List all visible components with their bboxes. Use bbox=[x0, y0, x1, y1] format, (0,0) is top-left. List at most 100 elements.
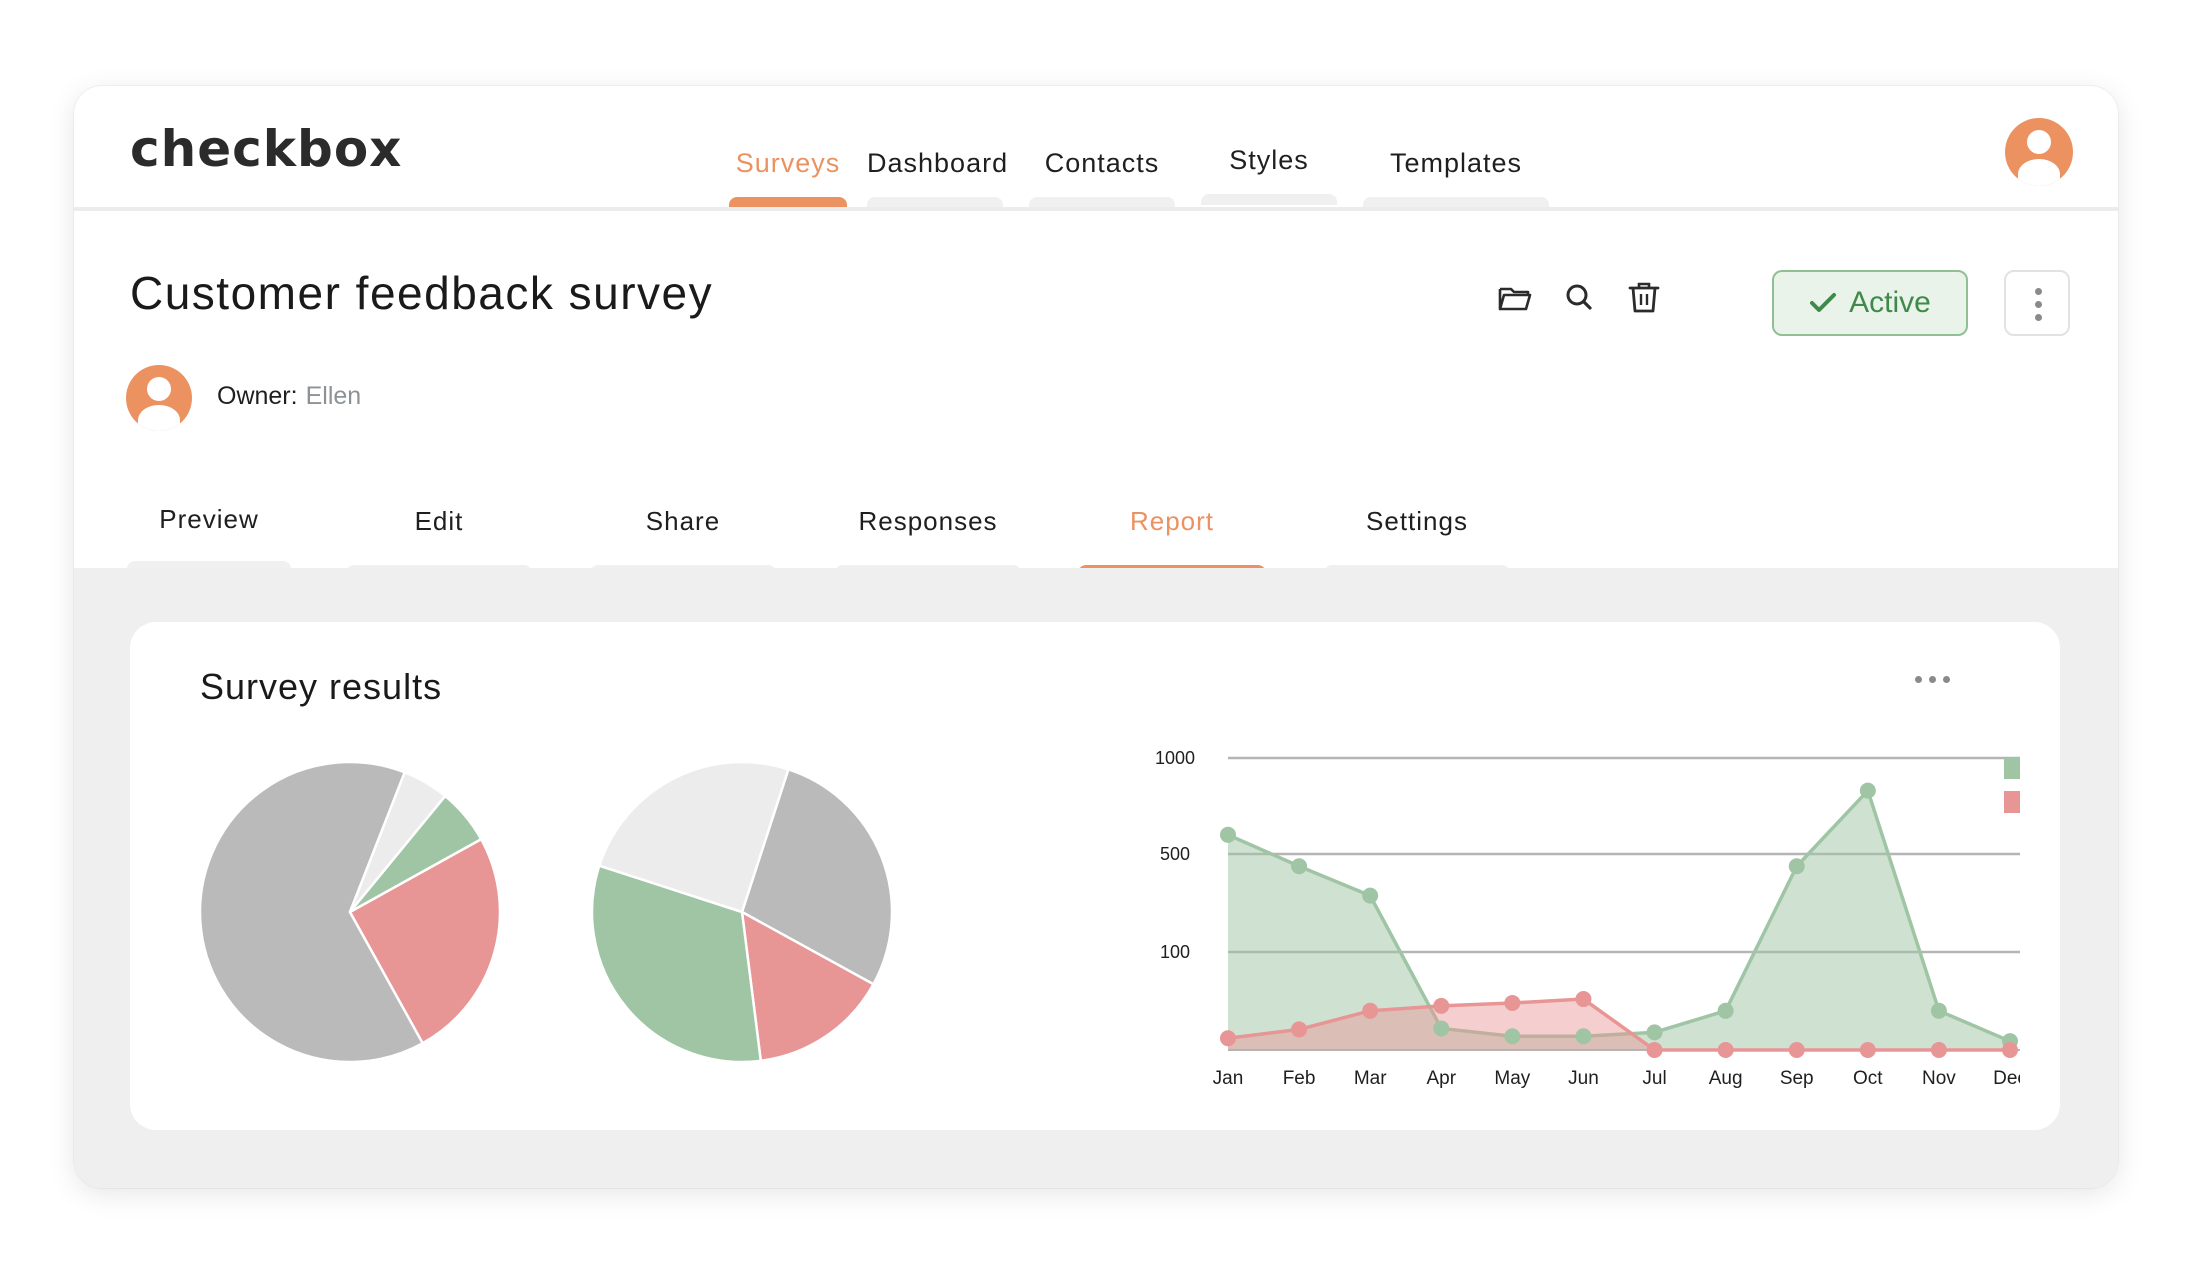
nav-tab-dashboard[interactable]: Dashboard bbox=[867, 148, 1007, 208]
nav-tab-label: Dashboard bbox=[867, 148, 1009, 178]
data-point-2025-Jul[interactable] bbox=[1646, 1024, 1663, 1041]
data-point-2025-May[interactable] bbox=[1504, 1028, 1521, 1045]
x-tick-label: Apr bbox=[1426, 1068, 1456, 1089]
tab-responses[interactable]: Responses bbox=[835, 506, 1021, 576]
user-avatar[interactable] bbox=[2005, 118, 2073, 186]
pie-slice-0[interactable] bbox=[740, 768, 894, 986]
search-icon[interactable] bbox=[1559, 278, 1599, 318]
data-point-2025-Aug[interactable] bbox=[1717, 1002, 1734, 1019]
x-tick-label: Mar bbox=[1354, 1068, 1387, 1089]
data-point-2025-Mar[interactable] bbox=[1362, 887, 1379, 904]
pie-slice-0[interactable] bbox=[198, 760, 424, 1064]
x-tick-label: Feb bbox=[1283, 1068, 1316, 1089]
data-point-2024-Jul[interactable] bbox=[1646, 1042, 1663, 1058]
nav-tab-templates[interactable]: Templates bbox=[1363, 148, 1549, 208]
data-point-2024-Oct[interactable] bbox=[1859, 1042, 1876, 1058]
area-chart: 1000 500 100 Jan Feb Mar Apr May Jun Jul Aug Sep Oct… bbox=[1155, 748, 2020, 1089]
series-area-2025 bbox=[1228, 790, 2010, 1050]
owner-label: Owner: bbox=[217, 382, 298, 410]
x-tick-label: Jan bbox=[1213, 1068, 1244, 1089]
status-active-button[interactable]: Active bbox=[1772, 270, 1968, 336]
owner-name[interactable]: Ellen bbox=[305, 382, 362, 410]
status-label: Active bbox=[1849, 286, 1931, 319]
data-point-2024-Mar[interactable] bbox=[1362, 1002, 1379, 1019]
pie-slice-3[interactable] bbox=[348, 838, 502, 1045]
data-point-2024-Jan[interactable] bbox=[1220, 1030, 1236, 1047]
y-tick-label: 100 bbox=[1160, 942, 1190, 962]
nav-tab-indicator bbox=[1363, 197, 1549, 208]
tab-report[interactable]: Report bbox=[1078, 506, 1266, 576]
checkbox-logo[interactable]: checkbox bbox=[130, 120, 403, 178]
x-tick-label: Aug bbox=[1709, 1068, 1743, 1089]
trash-icon[interactable] bbox=[1624, 278, 1664, 318]
nav-tab-indicator bbox=[729, 197, 847, 208]
app-window: checkbox Surveys Dashboard Contacts Styl… bbox=[74, 86, 2118, 1188]
nav-tab-indicator bbox=[1029, 197, 1175, 208]
pie-slice-1[interactable] bbox=[740, 910, 875, 1063]
data-point-2025-Feb[interactable] bbox=[1291, 858, 1308, 875]
card-more-icon[interactable] bbox=[1913, 674, 1953, 686]
tab-label: Preview bbox=[159, 504, 259, 534]
nav-tab-styles[interactable]: Styles bbox=[1201, 145, 1337, 205]
tab-preview[interactable]: Preview bbox=[127, 504, 291, 572]
pie-chart-2 bbox=[590, 760, 894, 1064]
tab-label: Report bbox=[1129, 506, 1215, 536]
tab-label: Responses bbox=[858, 506, 998, 536]
x-tick-label: May bbox=[1494, 1068, 1530, 1089]
data-point-2024-Dec[interactable] bbox=[2002, 1042, 2018, 1058]
checkmark-icon bbox=[1810, 293, 1837, 312]
pie-chart-1 bbox=[198, 760, 502, 1064]
data-point-2025-Jun[interactable] bbox=[1575, 1028, 1592, 1045]
legend-swatch-2025 bbox=[2004, 757, 2020, 779]
nav-tab-contacts[interactable]: Contacts bbox=[1029, 148, 1175, 208]
data-point-2024-Sep[interactable] bbox=[1788, 1042, 1805, 1058]
data-point-2024-Nov[interactable] bbox=[1930, 1042, 1947, 1058]
report-content: Survey results 1000 500 100 Jan Feb Mar Apr May… bbox=[74, 568, 2118, 1188]
pie-slice-2[interactable] bbox=[590, 864, 763, 1064]
x-tick-label: Jun bbox=[1568, 1068, 1599, 1089]
tab-indicator bbox=[127, 561, 291, 572]
nav-tab-indicator bbox=[1201, 194, 1337, 205]
y-tick-label: 500 bbox=[1160, 844, 1190, 864]
nav-tab-label: Contacts bbox=[1044, 148, 1160, 178]
nav-tab-indicator bbox=[867, 197, 1003, 208]
nav-tab-surveys[interactable]: Surveys bbox=[729, 148, 847, 208]
series-line-2024 bbox=[1227, 997, 2010, 1052]
legend-swatch-2024 bbox=[2004, 791, 2020, 813]
data-point-2025-Apr[interactable] bbox=[1433, 1020, 1450, 1037]
folder-icon[interactable] bbox=[1495, 278, 1535, 318]
top-navigation: Surveys Dashboard Contacts Styles Templa… bbox=[74, 86, 2118, 208]
data-point-2024-Feb[interactable] bbox=[1291, 1021, 1308, 1038]
nav-tab-label: Templates bbox=[1389, 148, 1523, 178]
card-title: Survey results bbox=[200, 666, 443, 707]
data-point-2024-Jun[interactable] bbox=[1575, 991, 1592, 1008]
data-point-2024-Apr[interactable] bbox=[1433, 997, 1450, 1014]
tab-edit[interactable]: Edit bbox=[346, 506, 532, 576]
more-options-button[interactable] bbox=[2004, 270, 2070, 336]
x-tick-label: Nov bbox=[1922, 1068, 1956, 1089]
x-tick-label: Oct bbox=[1853, 1068, 1883, 1089]
tab-label: Share bbox=[645, 506, 721, 536]
tab-share[interactable]: Share bbox=[590, 506, 776, 576]
owner-info: Owner: Ellen bbox=[217, 382, 361, 411]
tab-label: Edit bbox=[414, 506, 464, 536]
data-point-2025-Jan[interactable] bbox=[1220, 826, 1236, 843]
pie-slice-3[interactable] bbox=[598, 760, 790, 914]
tab-label: Settings bbox=[1366, 506, 1468, 536]
nav-tab-label: Styles bbox=[1229, 145, 1309, 175]
data-point-2024-May[interactable] bbox=[1504, 994, 1521, 1011]
y-tick-label: 1000 bbox=[1155, 748, 1195, 768]
nav-tab-label: Surveys bbox=[735, 148, 841, 178]
header-divider bbox=[74, 207, 2118, 211]
survey-results-card: Survey results 1000 500 100 Jan Feb Mar Apr May… bbox=[130, 622, 2060, 1130]
data-point-2024-Aug[interactable] bbox=[1717, 1042, 1734, 1058]
data-point-2025-Sep[interactable] bbox=[1788, 858, 1805, 875]
series-line-2025 bbox=[1227, 788, 2011, 1043]
x-tick-label: Sep bbox=[1780, 1068, 1814, 1089]
x-tick-label: Dec bbox=[1993, 1068, 2020, 1089]
data-point-2025-Oct[interactable] bbox=[1859, 782, 1876, 799]
page-title: Customer feedback survey bbox=[130, 267, 714, 319]
x-tick-label: Jul bbox=[1642, 1068, 1666, 1089]
data-point-2025-Nov[interactable] bbox=[1930, 1002, 1947, 1019]
tab-settings[interactable]: Settings bbox=[1324, 506, 1510, 576]
